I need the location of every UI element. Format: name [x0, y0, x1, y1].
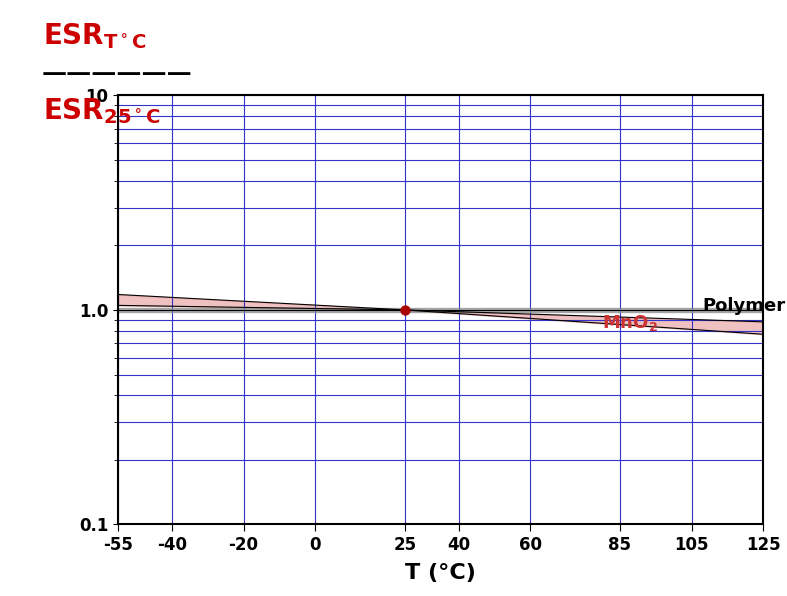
Text: $\mathregular{MnO_2}$: $\mathregular{MnO_2}$ — [602, 313, 658, 333]
X-axis label: T (°C): T (°C) — [405, 563, 476, 583]
Text: $\mathbf{ESR}_{\mathbf{T{^\circ}C}}$: $\mathbf{ESR}_{\mathbf{T{^\circ}C}}$ — [43, 21, 147, 51]
Text: $\mathbf{ESR}_{\mathbf{25{^\circ}C}}$: $\mathbf{ESR}_{\mathbf{25{^\circ}C}}$ — [43, 97, 161, 126]
Text: ——————: —————— — [42, 61, 193, 85]
Point — [398, 305, 411, 315]
Text: Polymer: Polymer — [703, 297, 785, 315]
